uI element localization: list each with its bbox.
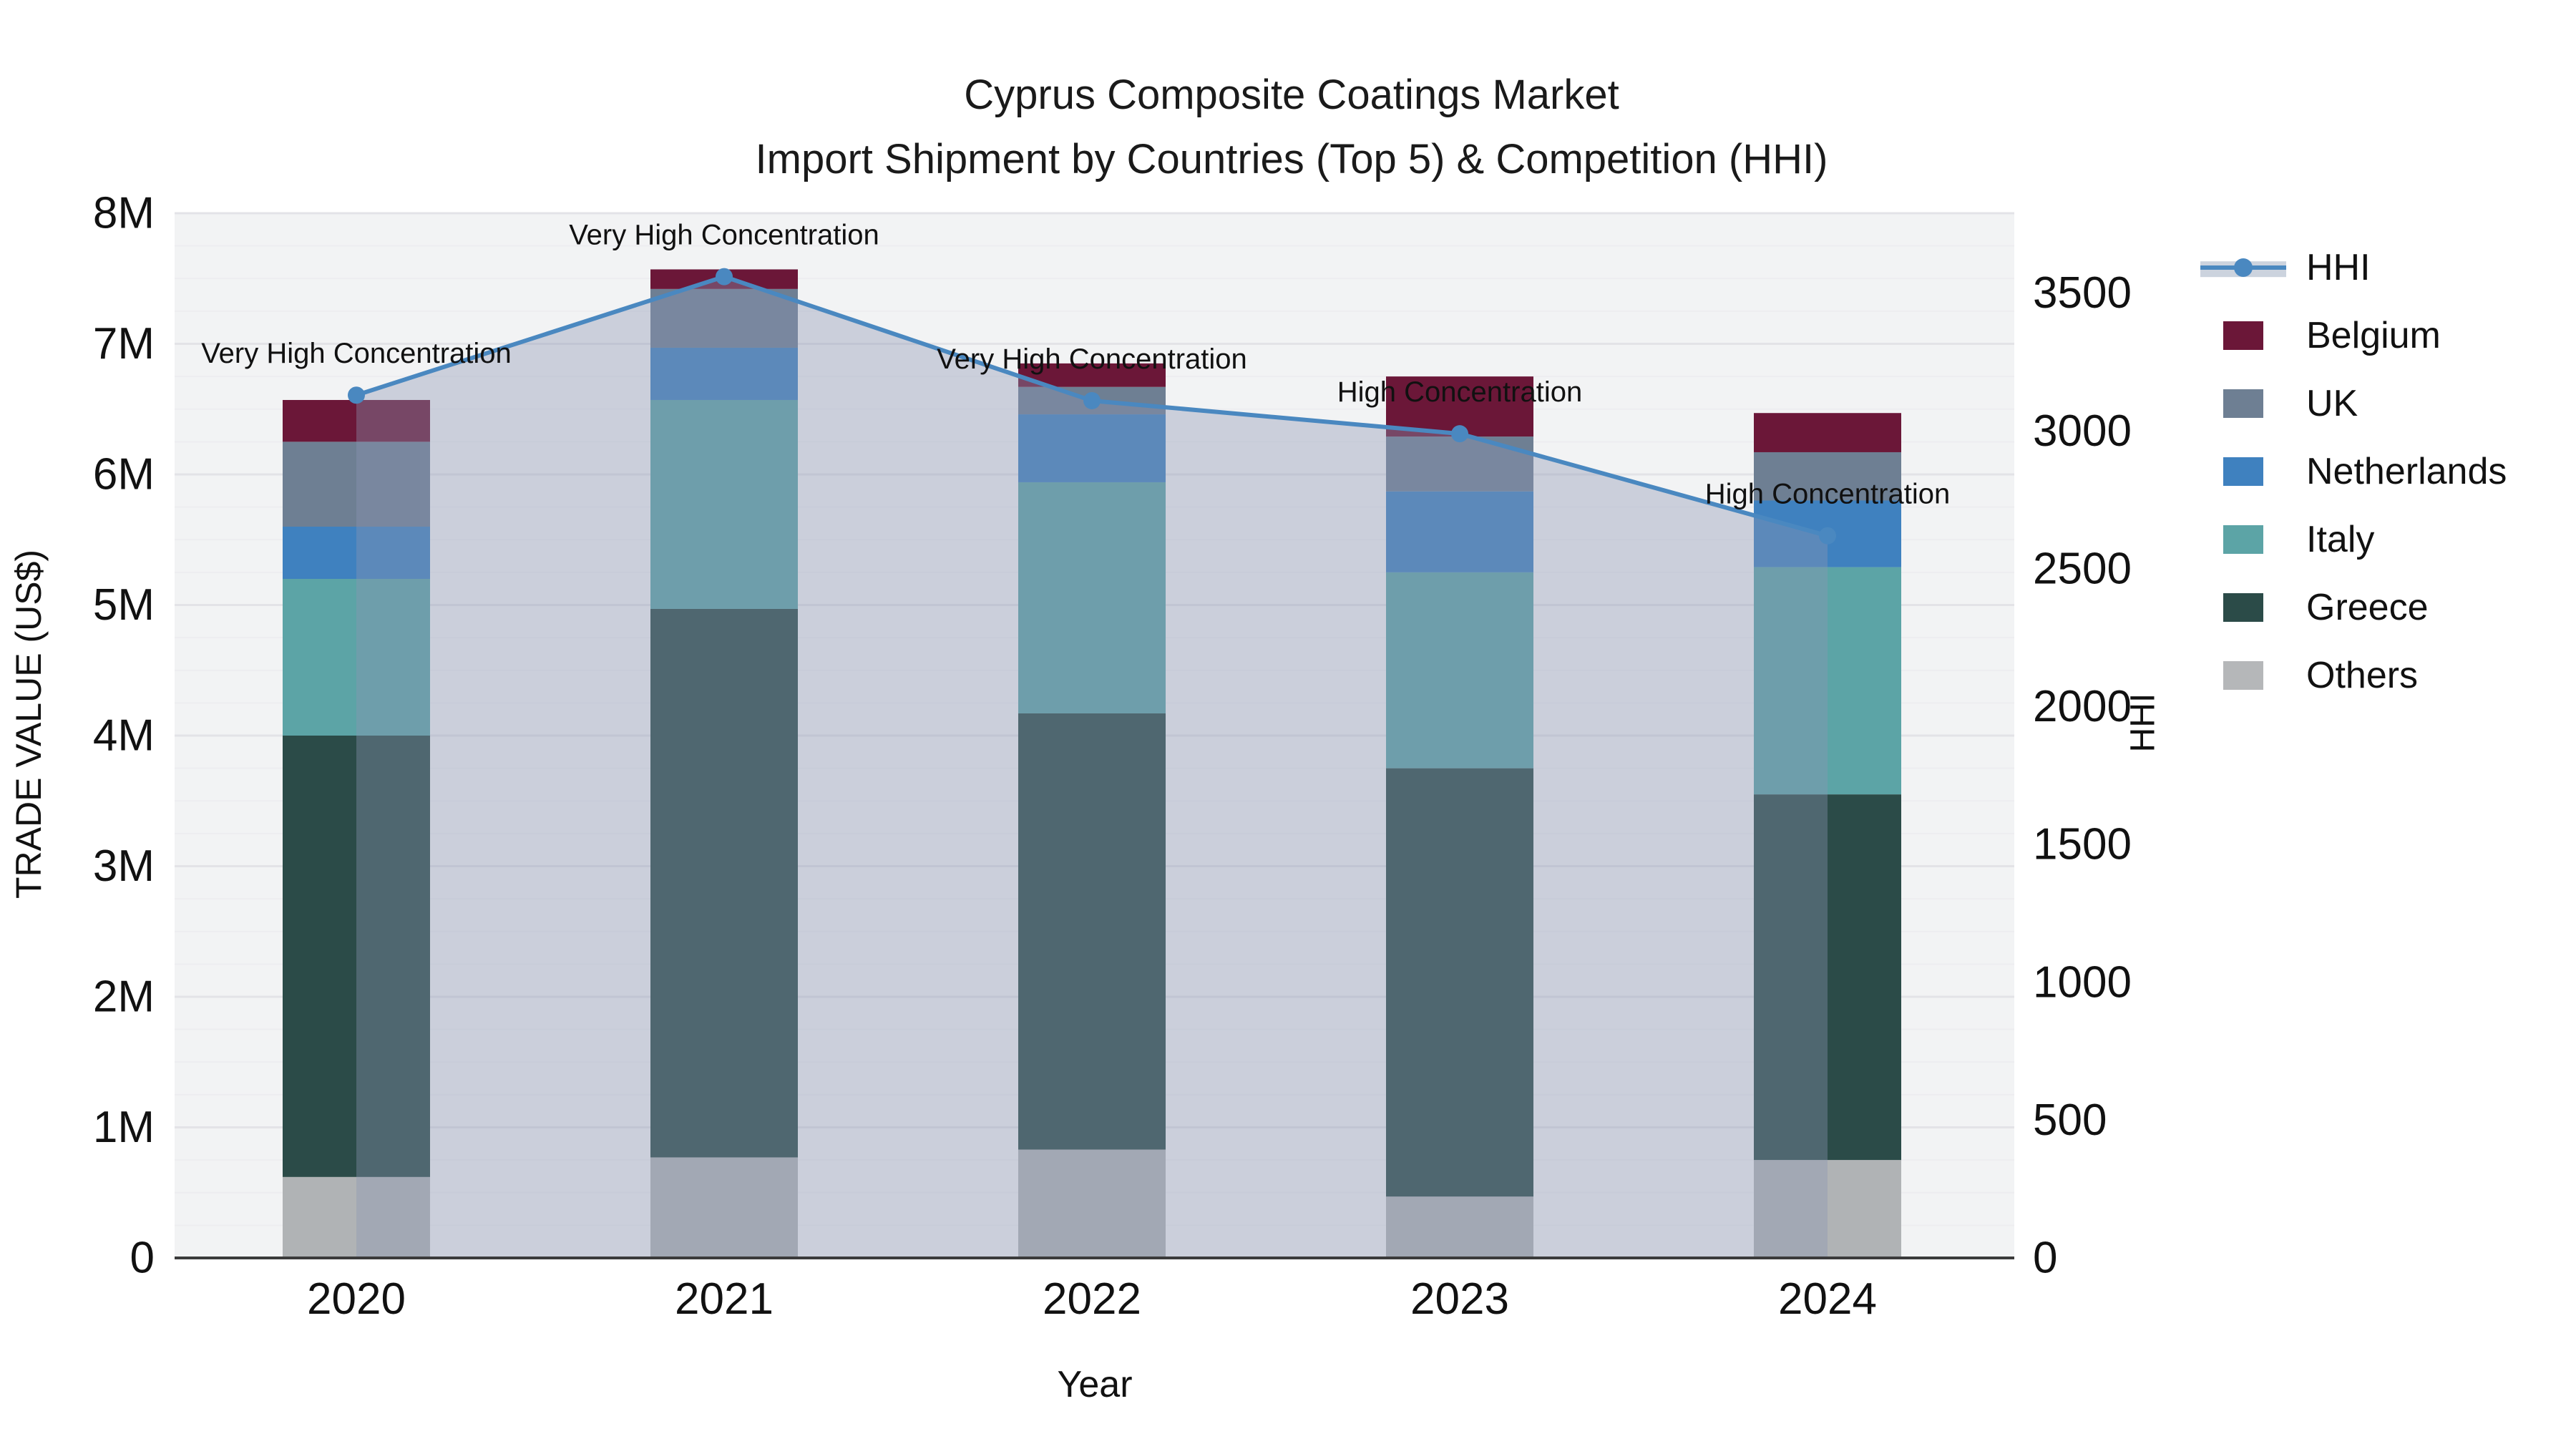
- bar-segment-others-2021: [650, 1157, 798, 1258]
- legend-label-netherlands: Netherlands: [2306, 450, 2507, 492]
- bar-segment-netherlands-2022: [1018, 414, 1166, 482]
- bar-segment-uk-2020: [283, 441, 430, 527]
- legend-item-netherlands: Netherlands: [2200, 437, 2507, 505]
- annotation-2022: Very High Concentration: [937, 343, 1247, 375]
- bar-2020: [283, 399, 430, 1258]
- y-right-tick-label: 1000: [2033, 957, 2132, 1007]
- bar-segment-greece-2023: [1386, 768, 1533, 1197]
- bar-segment-italy-2022: [1018, 482, 1166, 713]
- legend: HHI Belgium UK Netherlands Italy Greece …: [2200, 233, 2507, 709]
- hhi-marker-2022: [1083, 391, 1101, 409]
- bar-2022: [1018, 363, 1166, 1258]
- y-left-tick-label: 4M: [93, 711, 155, 761]
- tick-labels: 0 1M 2M 3M 4M 5M 6M 7M 8M 0 500 1000 1500 2000 2500 300…: [93, 189, 2132, 1324]
- bar-segment-italy-2024: [1754, 567, 1901, 795]
- hhi-marker-2024: [1819, 527, 1836, 545]
- y-left-tick-label: 6M: [93, 450, 155, 499]
- stacked-bars: [283, 269, 1901, 1258]
- chart-title-line1: Cyprus Composite Coatings Market: [964, 72, 1619, 118]
- bar-segment-italy-2020: [283, 579, 430, 736]
- y-axis-right-title: HHI: [2124, 693, 2162, 753]
- annotation-2024: High Concentration: [1705, 479, 1950, 510]
- x-tick-label-2020: 2020: [307, 1274, 406, 1324]
- legend-label-uk: UK: [2306, 382, 2358, 424]
- y-left-tick-label: 8M: [93, 189, 155, 238]
- legend-item-greece: Greece: [2200, 573, 2507, 641]
- legend-item-italy: Italy: [2200, 505, 2507, 573]
- bar-2021: [650, 269, 798, 1258]
- y-axis-left-title: TRADE VALUE (US$): [9, 549, 49, 899]
- legend-label-belgium: Belgium: [2306, 314, 2441, 356]
- annotation-2020: Very High Concentration: [201, 338, 512, 369]
- y-left-tick-label: 5M: [93, 580, 155, 630]
- bar-segment-italy-2023: [1386, 572, 1533, 769]
- bar-segment-uk-2021: [650, 288, 798, 348]
- hhi-marker-2023: [1451, 425, 1468, 443]
- hhi-marker-icon: [2234, 258, 2253, 277]
- legend-item-uk: UK: [2200, 369, 2507, 437]
- x-tick-label-2024: 2024: [1778, 1274, 1877, 1324]
- legend-swatch-netherlands: [2223, 457, 2263, 486]
- x-tick-label-2022: 2022: [1043, 1274, 1141, 1324]
- chart-title-line2: Import Shipment by Countries (Top 5) & C…: [755, 135, 1828, 182]
- y-left-tick-label: 7M: [93, 319, 155, 369]
- legend-label-greece: Greece: [2306, 586, 2429, 628]
- annotation-2023: High Concentration: [1337, 376, 1582, 408]
- bar-segment-others-2024: [1754, 1160, 1901, 1258]
- bar-segment-greece-2021: [650, 608, 798, 1158]
- bar-segment-italy-2021: [650, 399, 798, 609]
- bar-segment-greece-2022: [1018, 713, 1166, 1150]
- y-left-tick-label: 2M: [93, 972, 155, 1022]
- legend-item-hhi: HHI: [2200, 233, 2507, 301]
- y-right-tick-label: 3500: [2033, 268, 2132, 318]
- bar-2024: [1754, 413, 1901, 1258]
- bar-segment-others-2020: [283, 1176, 430, 1258]
- y-right-tick-label: 500: [2033, 1096, 2107, 1145]
- y-right-tick-label: 2500: [2033, 544, 2132, 593]
- legend-label-italy: Italy: [2306, 518, 2375, 560]
- bar-segment-belgium-2020: [283, 399, 430, 442]
- y-left-tick-label: 3M: [93, 841, 155, 891]
- legend-swatch-uk: [2223, 389, 2263, 418]
- bar-segment-others-2022: [1018, 1149, 1166, 1258]
- legend-swatch-greece: [2223, 592, 2263, 622]
- chart-title: Cyprus Composite Coatings Market Import …: [756, 63, 1828, 192]
- y-right-tick-label: 0: [2033, 1234, 2057, 1283]
- y-left-tick-label: 1M: [93, 1103, 155, 1152]
- y-right-tick-label: 2000: [2033, 682, 2132, 731]
- legend-label-others: Others: [2306, 654, 2419, 696]
- legend-label-hhi: HHI: [2306, 246, 2371, 288]
- y-right-tick-label: 3000: [2033, 406, 2132, 456]
- legend-item-belgium: Belgium: [2200, 301, 2507, 369]
- y-left-tick-label: 0: [130, 1234, 155, 1283]
- hhi-annotations: Very High Concentration Very High Concent…: [201, 220, 1950, 510]
- bar-segment-uk-2024: [1754, 452, 1901, 501]
- bar-segment-netherlands-2020: [283, 527, 430, 579]
- bar-segment-belgium-2024: [1754, 413, 1901, 452]
- x-tick-label-2021: 2021: [675, 1274, 774, 1324]
- hhi-markers: [348, 268, 1836, 545]
- y-right-tick-label: 1500: [2033, 820, 2132, 869]
- x-tick-label-2023: 2023: [1410, 1274, 1509, 1324]
- hhi-marker-2021: [716, 268, 733, 286]
- hhi-marker-2020: [348, 386, 365, 404]
- legend-swatch-italy: [2223, 525, 2263, 554]
- bar-segment-others-2023: [1386, 1196, 1533, 1258]
- hhi-line-swatch: [2200, 233, 2286, 301]
- bar-segment-greece-2020: [283, 736, 430, 1177]
- hhi-area-fill: [356, 276, 1828, 1259]
- x-axis-title: Year: [1057, 1364, 1133, 1405]
- bar-segment-netherlands-2021: [650, 347, 798, 400]
- legend-swatch-others: [2223, 660, 2263, 690]
- bar-segment-netherlands-2023: [1386, 491, 1533, 572]
- legend-item-others: Others: [2200, 641, 2507, 709]
- annotation-2021: Very High Concentration: [569, 220, 879, 251]
- legend-swatch-belgium: [2223, 321, 2263, 350]
- bar-segment-greece-2024: [1754, 794, 1901, 1161]
